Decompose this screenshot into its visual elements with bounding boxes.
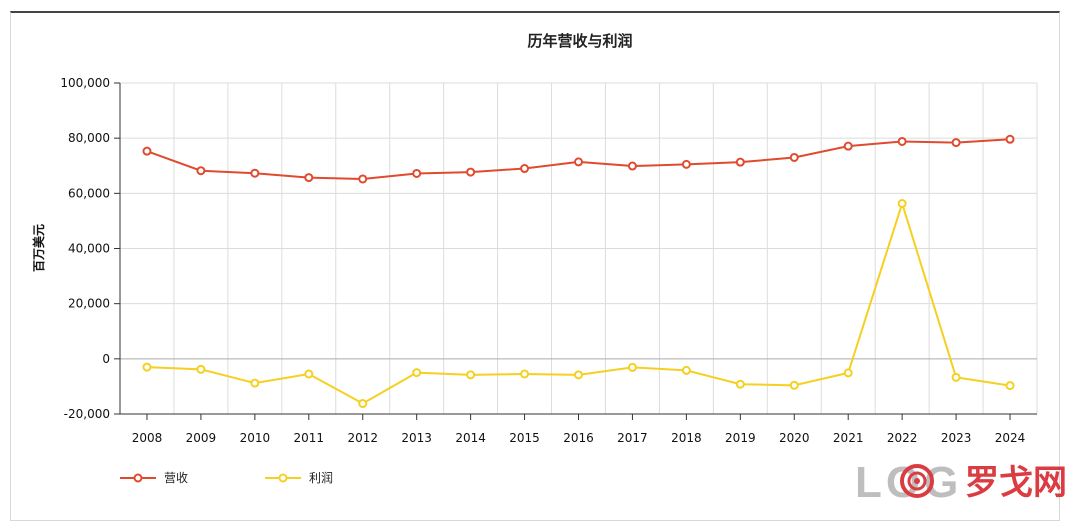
- data-point: [142, 146, 152, 156]
- x-tick-label: 2016: [563, 431, 594, 445]
- data-point: [789, 380, 799, 390]
- data-point: [735, 157, 745, 167]
- x-tick-label: 2013: [401, 431, 432, 445]
- grid: [119, 82, 1038, 415]
- data-point: [574, 370, 583, 380]
- y-tick-label: 100,000: [60, 76, 110, 90]
- data-point: [574, 157, 583, 167]
- y-axis-label: 百万美元: [31, 224, 46, 272]
- x-tick-label: 2018: [671, 431, 702, 445]
- x-tick-label: 2009: [186, 431, 217, 445]
- axes: -20,000 0 20,000 40,000 60,000 80,000 100,000 2…: [60, 76, 1037, 445]
- data-point: [304, 173, 314, 183]
- chart-title: 历年营收与利润: [527, 32, 632, 50]
- y-tick-label: 40,000: [68, 242, 110, 256]
- x-tick-label: 2011: [294, 431, 325, 445]
- legend-label: 利润: [309, 471, 333, 485]
- x-tick-label: 2023: [941, 431, 972, 445]
- watermark-text: 罗戈网: [965, 463, 1067, 503]
- x-tick-label: 2021: [833, 431, 864, 445]
- data-point: [412, 368, 422, 378]
- data-point: [627, 362, 637, 372]
- data-point: [142, 362, 152, 372]
- x-tick-label: 2010: [240, 431, 271, 445]
- chart-frame: [10, 11, 1060, 521]
- data-point: [951, 138, 961, 148]
- y-tick-label: 20,000: [68, 297, 110, 311]
- data-point: [627, 161, 637, 171]
- data-point: [466, 370, 476, 380]
- x-tick-label: 2017: [617, 431, 648, 445]
- watermark-target-icon: [900, 464, 934, 498]
- legend: 营收 利润: [120, 471, 333, 485]
- legend-label: 营收: [164, 471, 188, 485]
- data-point: [412, 168, 422, 178]
- watermark-logo-text: LOG: [855, 458, 962, 507]
- data-point: [358, 174, 368, 184]
- data-point: [466, 167, 476, 177]
- data-point: [843, 368, 853, 378]
- y-tick-label: 0: [102, 352, 110, 366]
- x-tick-label: 2019: [725, 431, 756, 445]
- data-point: [681, 365, 691, 375]
- x-tick-label: 2020: [779, 431, 810, 445]
- x-tick-label: 2012: [347, 431, 378, 445]
- legend-swatch-marker: [278, 473, 288, 483]
- data-point: [358, 399, 368, 409]
- data-point: [681, 159, 691, 169]
- data-point: [843, 141, 853, 151]
- data-point: [735, 379, 745, 389]
- legend-swatch-marker: [133, 473, 143, 483]
- x-tick-label: 2015: [509, 431, 540, 445]
- watermark: LOG 罗戈网: [855, 458, 1067, 507]
- data-point: [196, 364, 206, 374]
- x-tick-label: 2014: [455, 431, 486, 445]
- y-tick-label: -20,000: [64, 407, 110, 421]
- data-point: [1005, 134, 1015, 144]
- data-point: [196, 166, 206, 176]
- data-point: [951, 372, 961, 382]
- y-tick-label: 80,000: [68, 131, 110, 145]
- data-point: [520, 369, 530, 379]
- data-point: [1005, 381, 1015, 391]
- data-point: [250, 378, 260, 388]
- data-point: [897, 199, 907, 209]
- data-point: [520, 164, 530, 174]
- y-tick-label: 60,000: [68, 186, 110, 200]
- data-point: [789, 152, 799, 162]
- x-tick-label: 2008: [132, 431, 163, 445]
- data-point: [897, 136, 907, 146]
- x-tick-label: 2024: [995, 431, 1026, 445]
- data-point: [304, 369, 314, 379]
- data-point: [250, 168, 260, 178]
- series-layer: [142, 134, 1015, 409]
- x-tick-label: 2022: [887, 431, 918, 445]
